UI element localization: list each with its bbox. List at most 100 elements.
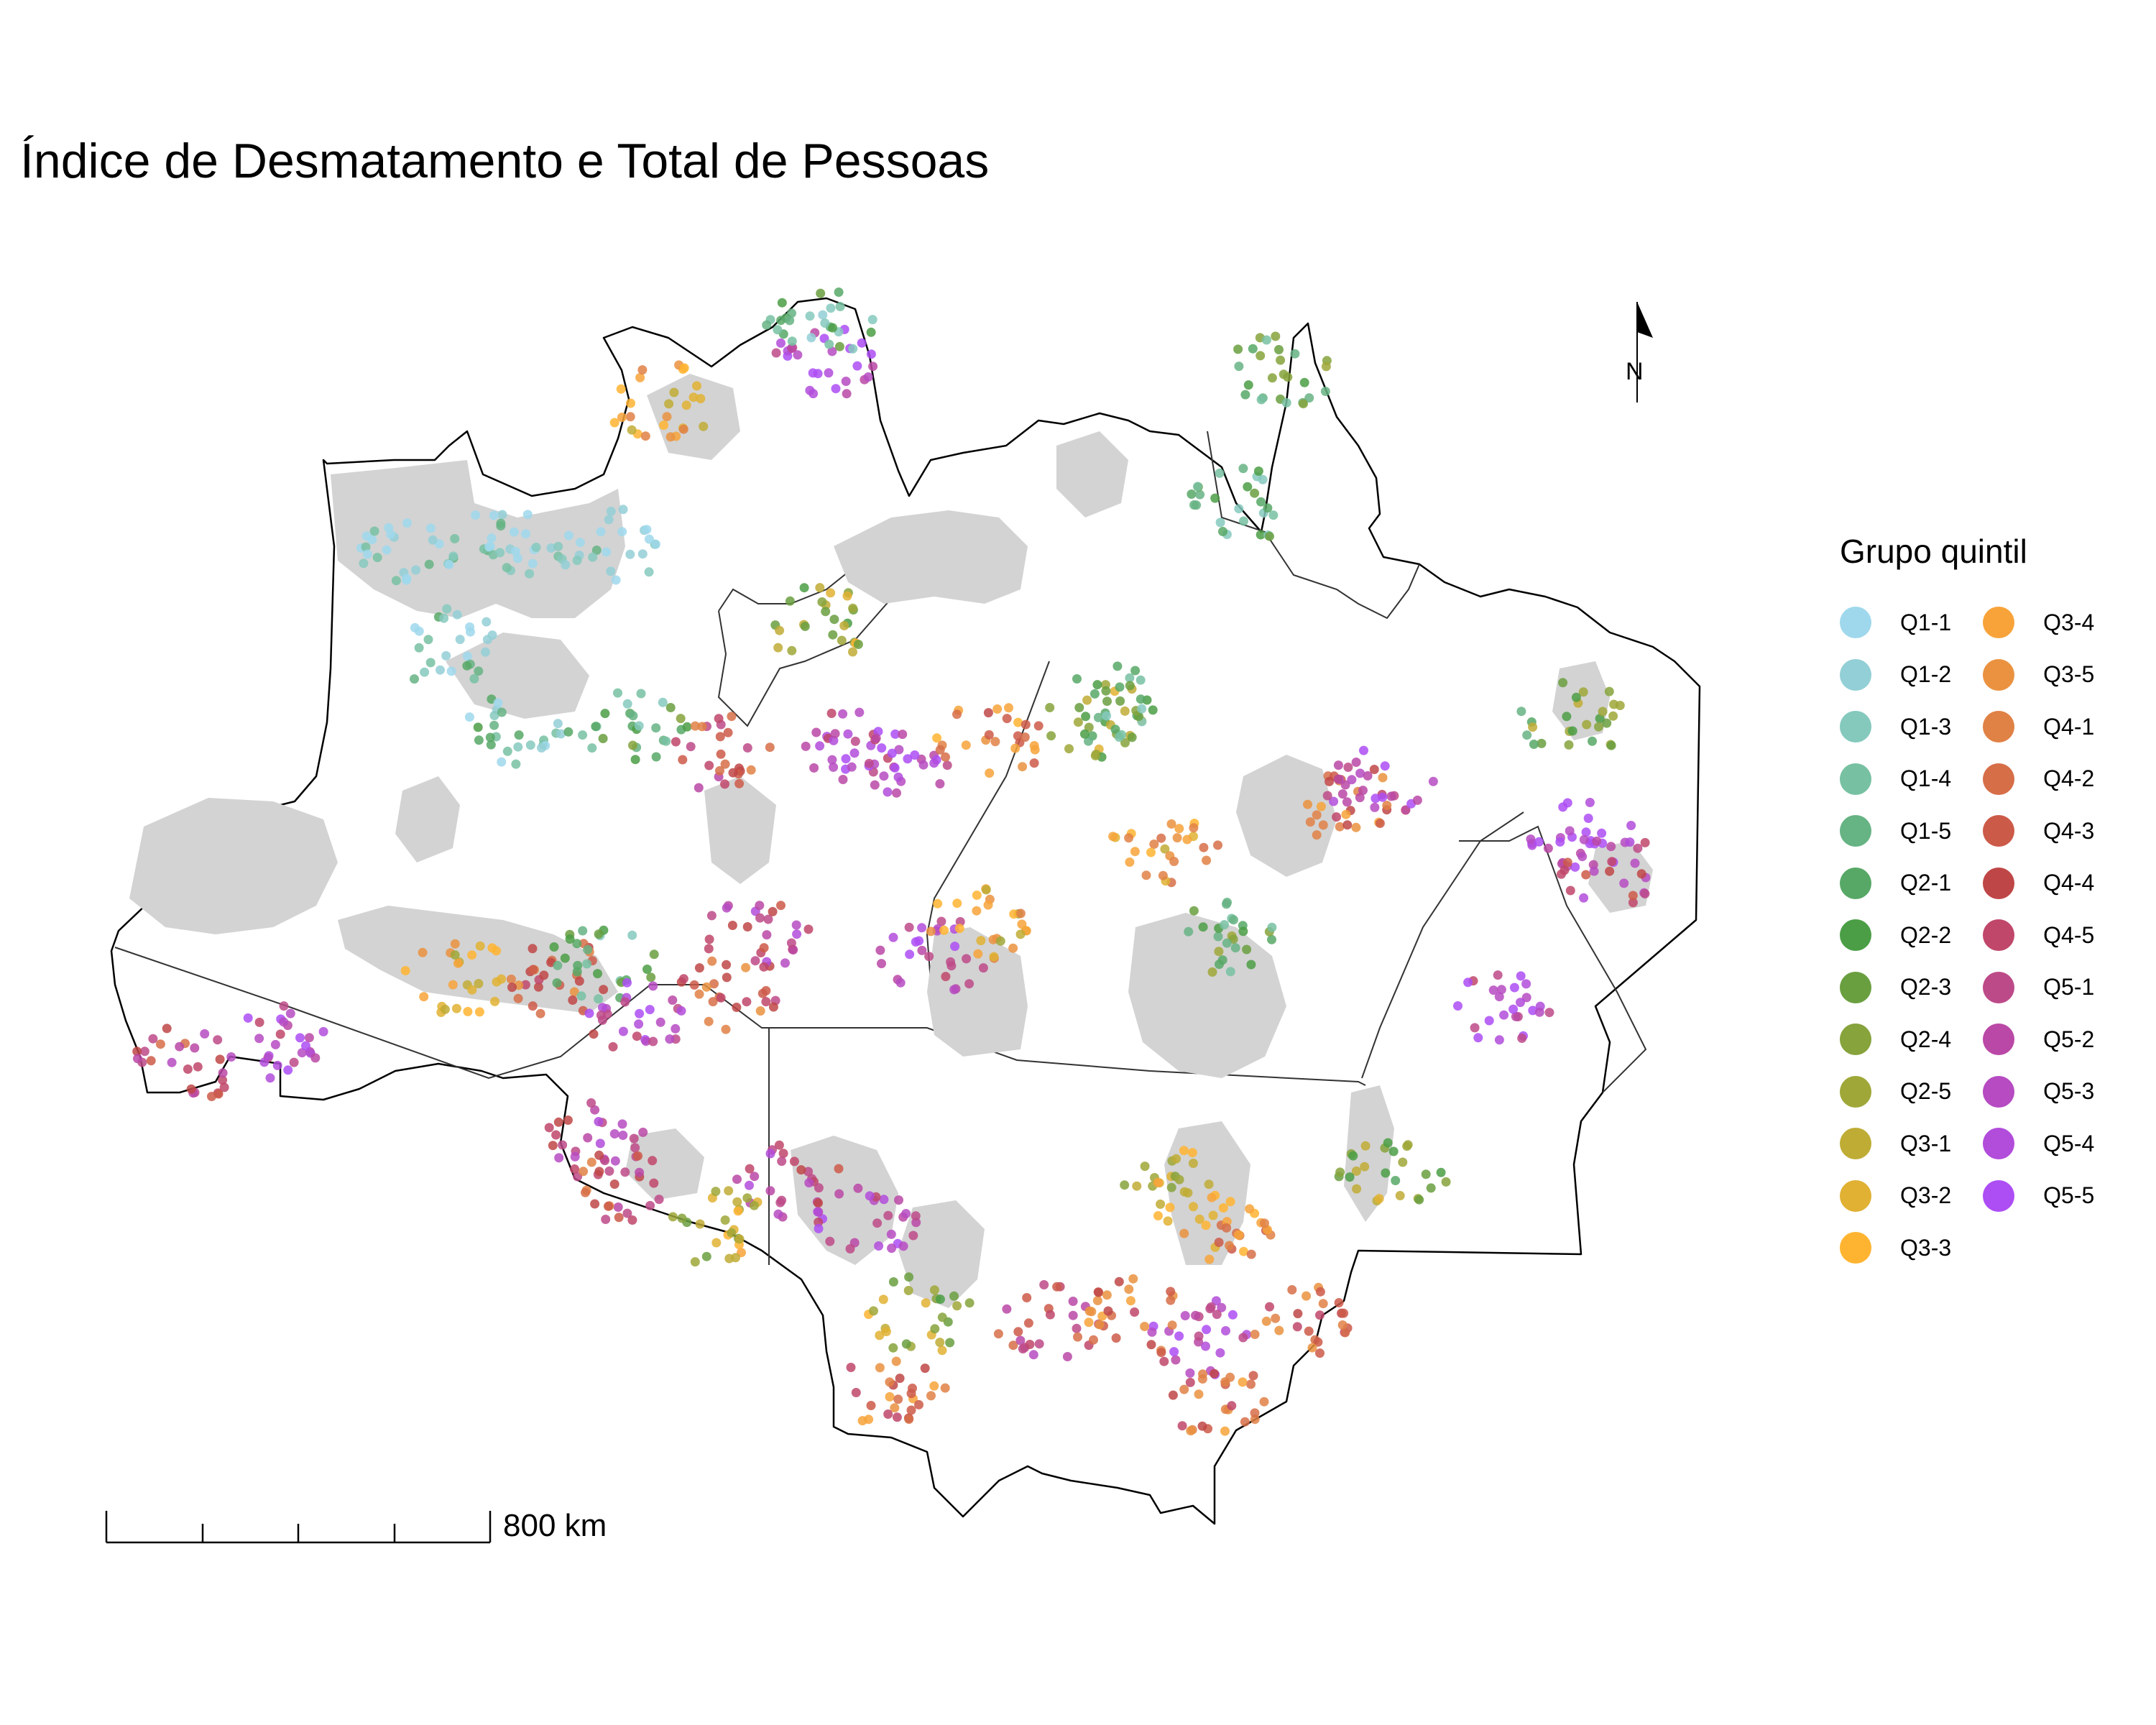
settlement-point (890, 763, 900, 773)
settlement-point (604, 1166, 614, 1176)
settlement-point (988, 934, 998, 944)
settlement-point (1034, 1339, 1044, 1349)
settlement-point (1227, 1401, 1237, 1411)
settlement-point (768, 906, 778, 916)
settlement-point (926, 926, 936, 937)
settlement-point (677, 1213, 687, 1223)
settlement-point (635, 372, 645, 382)
settlement-point (1245, 1204, 1255, 1214)
settlement-point (464, 712, 474, 722)
settlement-point (917, 923, 927, 933)
settlement-point (1246, 1379, 1256, 1389)
settlement-point (410, 622, 420, 632)
settlement-point (490, 996, 499, 1006)
settlement-point (886, 1229, 896, 1239)
settlement-point (903, 754, 913, 764)
settlement-point (1102, 711, 1112, 721)
legend-label: Q2-4 (1900, 1026, 1952, 1052)
settlement-point (843, 729, 853, 739)
settlement-point (1421, 1169, 1431, 1179)
settlement-point (183, 1064, 193, 1074)
settlement-point (1009, 909, 1019, 919)
settlement-point (572, 939, 582, 949)
settlement-point (901, 1339, 911, 1349)
settlement-point (514, 730, 524, 740)
settlement-point (707, 956, 717, 966)
settlement-point (1081, 712, 1091, 722)
settlement-point (645, 1200, 655, 1210)
settlement-point (462, 651, 472, 661)
settlement-point (462, 661, 472, 671)
settlement-point (528, 558, 538, 569)
settlement-point (1305, 817, 1315, 827)
settlement-point (720, 1215, 730, 1225)
settlement-point (935, 1338, 945, 1348)
settlement-point (1023, 1318, 1033, 1328)
settlement-point (578, 730, 588, 740)
settlement-point (801, 741, 811, 751)
settlement-point (926, 1391, 936, 1401)
settlement-point (872, 1218, 883, 1228)
settlement-point (549, 942, 559, 952)
settlement-point (941, 752, 950, 762)
settlement-point (803, 1167, 814, 1177)
legend-item: Q3-1 (1840, 1118, 1951, 1170)
settlement-point (837, 635, 847, 645)
settlement-point (1557, 869, 1566, 879)
settlement-point (310, 1053, 321, 1063)
settlement-point (765, 1149, 775, 1159)
settlement-point (826, 303, 836, 313)
settlement-point (875, 1330, 885, 1340)
settlement-point (1008, 943, 1018, 953)
settlement-point (805, 311, 815, 321)
settlement-point (506, 974, 516, 984)
settlement-point (481, 647, 490, 657)
settlement-point (627, 425, 637, 435)
settlement-point (1299, 399, 1308, 409)
settlement-point (644, 534, 654, 544)
settlement-point (694, 989, 704, 999)
settlement-point (894, 745, 904, 755)
settlement-point (1002, 1304, 1012, 1314)
settlement-point (628, 711, 638, 721)
settlement-point (1315, 1348, 1325, 1358)
settlement-point (720, 779, 729, 789)
legend-swatch (1840, 1024, 1871, 1056)
legend-swatch (1840, 1128, 1871, 1160)
settlement-point (1073, 717, 1083, 727)
settlement-point (898, 1241, 908, 1251)
settlement-point (842, 389, 852, 399)
settlement-point (1363, 770, 1373, 781)
settlement-point (877, 959, 886, 969)
settlement-point (709, 979, 719, 989)
settlement-point (1276, 355, 1286, 365)
settlement-point (1588, 736, 1597, 746)
settlement-point (283, 1065, 293, 1075)
legend-item: Q5-3 (1983, 1066, 2094, 1118)
settlement-point (583, 1133, 593, 1143)
settlement-point (1333, 760, 1343, 770)
settlement-point (706, 911, 717, 921)
settlement-point (1250, 1408, 1260, 1418)
settlement-point (866, 327, 876, 337)
settlement-point (563, 727, 573, 737)
settlement-point (874, 1241, 884, 1251)
settlement-point (424, 559, 434, 569)
settlement-point (665, 703, 676, 712)
settlement-point (1250, 1330, 1260, 1339)
legend-item: Q2-5 (1840, 1066, 1951, 1118)
settlement-point (594, 1167, 604, 1177)
settlement-point (765, 1186, 775, 1196)
settlement-point (1290, 349, 1300, 359)
settlement-point (815, 741, 825, 751)
settlement-point (254, 1017, 264, 1027)
settlement-point (1302, 1291, 1312, 1301)
settlement-point (952, 898, 962, 908)
settlement-point (1039, 1280, 1049, 1289)
settlement-point (1004, 703, 1013, 713)
settlement-point (1359, 745, 1368, 755)
settlement-point (1197, 1374, 1207, 1384)
settlement-point (722, 972, 732, 983)
settlement-point (851, 1388, 861, 1397)
land-patch (395, 776, 460, 862)
